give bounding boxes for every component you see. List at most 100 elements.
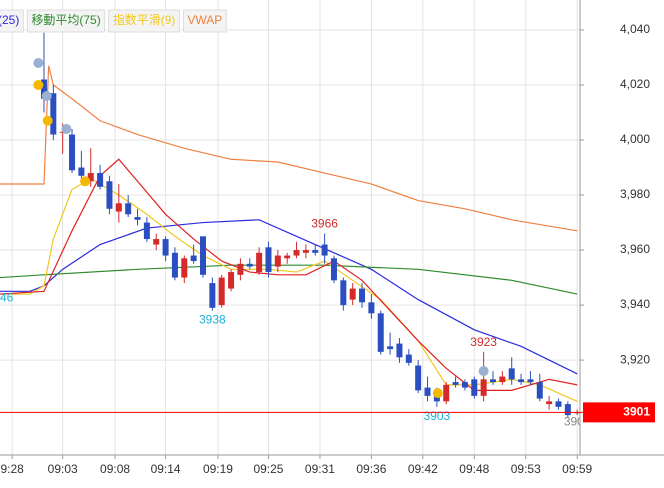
candle-body bbox=[50, 93, 57, 135]
candle-body bbox=[359, 288, 366, 303]
candle-body bbox=[321, 244, 328, 256]
axes: 3,920 3,940 3,960 3,980 4,000 4,020 4,040 9:28 0… bbox=[0, 22, 650, 476]
candle-body bbox=[97, 173, 104, 187]
legend-label: (25) bbox=[0, 13, 19, 27]
candle-body bbox=[518, 379, 525, 383]
candle-body bbox=[443, 384, 450, 402]
x-tick-label: 09:08 bbox=[100, 462, 130, 476]
candle-body bbox=[153, 239, 160, 245]
ma-line bbox=[0, 65, 578, 232]
candle-body bbox=[256, 252, 263, 273]
candle-body bbox=[546, 401, 553, 405]
x-tick-label: 09:36 bbox=[356, 462, 386, 476]
candle-body bbox=[415, 365, 422, 391]
x-tick-label: 9:28 bbox=[0, 462, 24, 476]
x-tick-label: 09:31 bbox=[305, 462, 335, 476]
signal-marker bbox=[41, 91, 52, 102]
price-annotation: 3903 bbox=[424, 409, 451, 423]
grid bbox=[0, 0, 580, 455]
candle-body bbox=[125, 203, 132, 215]
y-tick-label: 4,000 bbox=[620, 132, 650, 146]
x-tick-label: 09:19 bbox=[203, 462, 233, 476]
candle-body bbox=[312, 250, 319, 253]
candle-body bbox=[536, 382, 543, 399]
candle-body bbox=[555, 401, 562, 407]
y-tick-label: 3,920 bbox=[620, 352, 650, 366]
candle-body bbox=[209, 283, 216, 308]
legend-box bbox=[182, 9, 227, 33]
candle-body bbox=[228, 272, 235, 289]
x-tick-label: 09:42 bbox=[408, 462, 438, 476]
candle-body bbox=[69, 134, 76, 171]
ma-line bbox=[0, 177, 578, 402]
candle-body bbox=[527, 379, 534, 383]
candle-body bbox=[190, 255, 197, 262]
x-tick-label: 09:53 bbox=[511, 462, 541, 476]
candle-body bbox=[508, 368, 515, 380]
price-annotation: 3966 bbox=[311, 217, 338, 231]
y-tick-label: 4,040 bbox=[620, 22, 650, 36]
candle-body bbox=[405, 354, 412, 363]
candle-body bbox=[274, 255, 281, 267]
candle-body bbox=[293, 250, 300, 256]
signal-marker bbox=[33, 80, 44, 91]
x-tick-label: 09:59 bbox=[562, 462, 592, 476]
legend-box bbox=[0, 9, 24, 33]
candle-body bbox=[349, 288, 356, 300]
candle-body bbox=[40, 79, 47, 99]
y-tick-label: 3,980 bbox=[620, 187, 650, 201]
x-tick-label: 09:48 bbox=[459, 462, 489, 476]
price-annotation: 3923 bbox=[470, 335, 497, 349]
candle-body bbox=[396, 343, 403, 358]
candle-body bbox=[87, 173, 94, 182]
legend-box bbox=[108, 9, 180, 33]
current-price-label: 3901 bbox=[623, 405, 650, 419]
x-tick-label: 09:14 bbox=[151, 462, 181, 476]
candle-body bbox=[143, 222, 150, 240]
candle-body bbox=[490, 379, 496, 383]
candle-body bbox=[499, 376, 506, 383]
candle-body bbox=[424, 387, 431, 396]
candle-body bbox=[265, 247, 272, 273]
legend-label: 指数平滑(9) bbox=[113, 12, 176, 27]
signal-marker bbox=[61, 124, 72, 135]
y-tick-label: 4,020 bbox=[620, 77, 650, 91]
candle-body bbox=[387, 346, 394, 350]
legend-label: 移動平均(75) bbox=[31, 13, 100, 27]
price-annotation: 3938 bbox=[199, 313, 226, 327]
candle-body bbox=[471, 379, 478, 396]
legend-label: VWAP bbox=[187, 13, 222, 27]
candle-body bbox=[181, 258, 188, 278]
y-tick-label: 3,960 bbox=[620, 242, 650, 256]
candle-body bbox=[330, 258, 337, 281]
x-tick-label: 09:03 bbox=[48, 462, 78, 476]
price-annotation: 3901 bbox=[564, 415, 591, 429]
candle-body bbox=[200, 236, 206, 275]
ma-line bbox=[0, 219, 578, 375]
signal-marker bbox=[42, 115, 53, 126]
candle-body bbox=[218, 277, 225, 306]
candle-body bbox=[377, 313, 384, 352]
x-tick-label: 09:25 bbox=[253, 462, 283, 476]
legend-box bbox=[26, 9, 106, 33]
current-price-box bbox=[583, 402, 655, 423]
candle-body bbox=[461, 382, 468, 388]
signal-marker bbox=[33, 57, 44, 68]
candle-body bbox=[452, 382, 459, 385]
candle-body bbox=[480, 379, 487, 396]
candle-body bbox=[284, 255, 291, 259]
signal-marker bbox=[80, 176, 91, 187]
y-tick-label: 3,940 bbox=[620, 297, 650, 311]
candle-body bbox=[106, 181, 113, 209]
signal-marker bbox=[478, 366, 489, 377]
candle-body bbox=[564, 404, 571, 416]
candle-body bbox=[237, 263, 244, 275]
candle-body bbox=[171, 252, 178, 278]
signal-marker bbox=[432, 388, 443, 399]
candle-body bbox=[340, 280, 347, 306]
candle-body bbox=[162, 239, 169, 256]
candle-body bbox=[302, 250, 309, 253]
candle-body bbox=[115, 203, 122, 212]
